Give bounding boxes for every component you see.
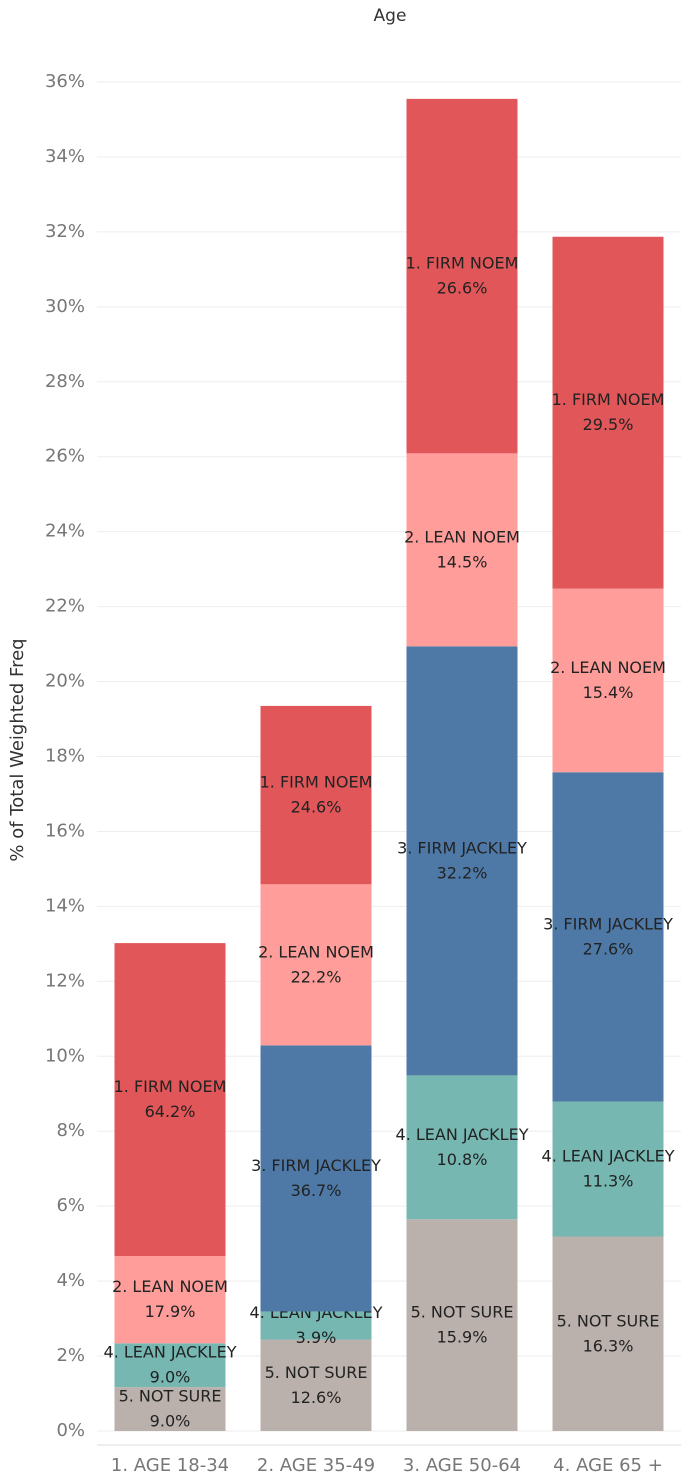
segment-label: 32.2% xyxy=(437,863,488,882)
segment-label: 16.3% xyxy=(583,1336,634,1355)
segment-label: 12.6% xyxy=(291,1388,342,1407)
segment-label: 9.0% xyxy=(150,1412,191,1431)
bar-segment xyxy=(114,1256,226,1344)
y-tick-label: 26% xyxy=(45,446,85,467)
bar-segment xyxy=(406,1219,518,1431)
segment-name: 2. LEAN NOEM xyxy=(404,527,520,546)
segment-name: 5. NOT SURE xyxy=(265,1363,368,1382)
y-tick-label: 34% xyxy=(45,146,85,167)
bar-segment xyxy=(260,705,372,885)
segment-name: 3. FIRM JACKLEY xyxy=(251,1156,381,1175)
bar-segment xyxy=(406,98,518,454)
segment-label: 26.6% xyxy=(437,279,488,298)
segment-name: 4. LEAN JACKLEY xyxy=(542,1147,675,1166)
segment-name: 5. NOT SURE xyxy=(411,1303,514,1322)
bar-segment xyxy=(260,1311,372,1340)
x-tick-label: 4. AGE 65 + xyxy=(553,1455,663,1476)
bar-segment xyxy=(114,943,226,1257)
segment-name: 4. LEAN JACKLEY xyxy=(104,1343,237,1362)
segment-name: 2. LEAN NOEM xyxy=(112,1277,228,1296)
segment-name: 3. FIRM JACKLEY xyxy=(543,914,673,933)
segment-label: 11.3% xyxy=(583,1172,634,1191)
y-tick-label: 12% xyxy=(45,970,85,991)
bar-segment xyxy=(114,1387,226,1431)
y-tick-label: 2% xyxy=(56,1345,85,1366)
y-tick-label: 20% xyxy=(45,671,85,692)
segment-label: 14.5% xyxy=(437,552,488,571)
y-tick-label: 18% xyxy=(45,746,85,767)
x-tick-label: 3. AGE 50-64 xyxy=(403,1455,521,1476)
y-tick-label: 28% xyxy=(45,371,85,392)
bar-segment xyxy=(114,1343,226,1388)
y-tick-label: 30% xyxy=(45,296,85,317)
bar-segment xyxy=(552,772,664,1102)
bar-segment xyxy=(552,588,664,773)
segment-name: 1. FIRM NOEM xyxy=(552,390,665,409)
y-tick-label: 10% xyxy=(45,1045,85,1066)
y-tick-label: 32% xyxy=(45,221,85,242)
segment-label: 24.6% xyxy=(291,798,342,817)
segment-label: 15.4% xyxy=(583,683,634,702)
segment-label: 10.8% xyxy=(437,1150,488,1169)
x-tick-label: 1. AGE 18-34 xyxy=(111,1455,229,1476)
segment-label: 27.6% xyxy=(583,939,634,958)
segment-label: 64.2% xyxy=(145,1102,196,1121)
segment-name: 1. FIRM NOEM xyxy=(406,254,519,273)
bar-segment xyxy=(406,646,518,1076)
segment-name: 3. FIRM JACKLEY xyxy=(397,838,527,857)
segment-label: 22.2% xyxy=(291,967,342,986)
x-tick-label: 2. AGE 35-49 xyxy=(257,1455,375,1476)
y-tick-label: 8% xyxy=(56,1120,85,1141)
y-tick-label: 0% xyxy=(56,1420,85,1441)
bar-segment xyxy=(406,453,518,647)
segment-label: 15.9% xyxy=(437,1328,488,1347)
segment-name: 5. NOT SURE xyxy=(119,1387,222,1406)
chart-title: Age xyxy=(374,6,407,26)
bar-segment xyxy=(260,1045,372,1312)
y-tick-label: 22% xyxy=(45,596,85,617)
segment-label: 3.9% xyxy=(296,1328,337,1347)
segment-name: 2. LEAN NOEM xyxy=(258,942,374,961)
y-tick-label: 4% xyxy=(56,1270,85,1291)
segment-name: 4. LEAN JACKLEY xyxy=(396,1125,529,1144)
segment-name: 2. LEAN NOEM xyxy=(550,658,666,677)
segment-label: 29.5% xyxy=(583,415,634,434)
y-tick-label: 6% xyxy=(56,1195,85,1216)
y-tick-label: 24% xyxy=(45,521,85,542)
segment-name: 5. NOT SURE xyxy=(557,1311,660,1330)
bar-segment xyxy=(406,1075,518,1220)
segment-label: 9.0% xyxy=(150,1368,191,1387)
bar-segment xyxy=(260,1339,372,1431)
y-axis-title: % of Total Weighted Freq xyxy=(7,638,28,861)
segment-name: 1. FIRM NOEM xyxy=(260,773,373,792)
segment-label: 36.7% xyxy=(291,1181,342,1200)
bar-segment xyxy=(552,236,664,589)
y-tick-label: 16% xyxy=(45,820,85,841)
segment-name: 1. FIRM NOEM xyxy=(114,1077,227,1096)
y-tick-label: 36% xyxy=(45,71,85,92)
segment-label: 17.9% xyxy=(145,1302,196,1321)
bar-segment xyxy=(552,1101,664,1237)
bar-segment xyxy=(552,1236,664,1431)
bar-segment xyxy=(260,884,372,1046)
y-tick-label: 14% xyxy=(45,895,85,916)
